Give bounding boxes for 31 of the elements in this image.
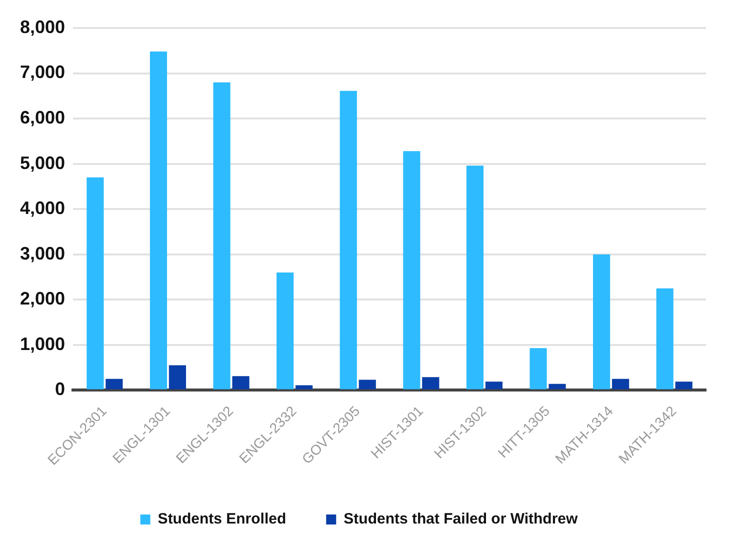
y-tick-label: 3,000 <box>20 243 66 264</box>
y-tick-label: 1,000 <box>20 334 66 354</box>
bar <box>276 272 294 390</box>
bar <box>530 348 547 390</box>
legend-label: Students Enrolled <box>158 510 286 528</box>
bar <box>296 385 313 390</box>
bar <box>150 52 168 390</box>
bar <box>593 254 610 390</box>
bar <box>403 151 420 390</box>
bar <box>466 166 484 390</box>
bar <box>106 378 123 390</box>
bar <box>612 378 630 390</box>
bar <box>213 82 230 390</box>
bar <box>422 377 440 390</box>
bar <box>168 365 186 390</box>
y-tick-label: 4,000 <box>20 198 66 218</box>
y-tick-label: 8,000 <box>20 16 66 37</box>
bar <box>548 384 566 390</box>
y-tick-label: 2,000 <box>20 288 66 309</box>
y-tick-label: 0 <box>55 379 66 400</box>
legend-label: Students that Failed or Withdrew <box>344 510 578 528</box>
bar <box>232 376 250 390</box>
y-tick-label: 5,000 <box>20 152 66 173</box>
bar <box>656 288 674 390</box>
bar <box>485 382 503 390</box>
y-tick-label: 6,000 <box>20 108 66 128</box>
bar <box>675 382 692 390</box>
bar <box>340 90 357 390</box>
bar <box>86 177 104 390</box>
y-tick-label: 7,000 <box>20 62 66 82</box>
bar <box>358 380 376 390</box>
